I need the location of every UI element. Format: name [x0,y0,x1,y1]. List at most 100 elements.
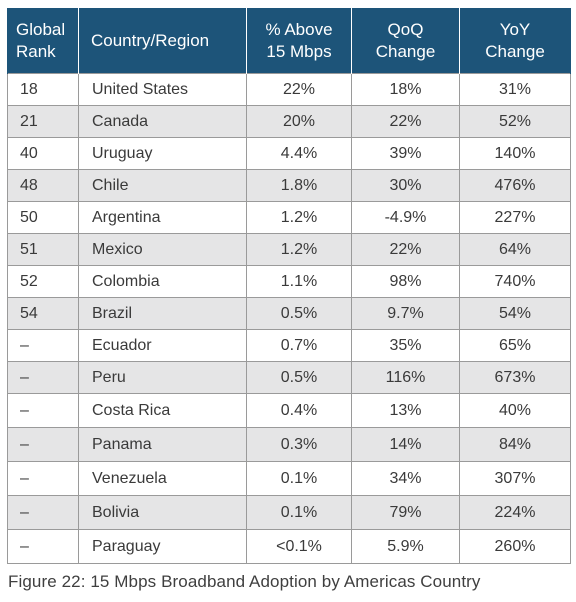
cell-percent-above: 0.7% [246,329,352,362]
cell-country: Canada [78,105,247,138]
cell-rank: 18 [7,73,79,106]
cell-country: Paraguay [78,529,247,564]
cell-yoy: 54% [459,297,571,330]
header-qoq-line2: Change [375,41,436,61]
cell-yoy: 227% [459,201,571,234]
cell-rank: 52 [7,265,79,298]
cell-rank: 48 [7,169,79,202]
broadband-adoption-table: Global Rank Country/Region % Above 15 Mb… [7,8,571,564]
header-global-rank: Global Rank [7,8,79,74]
table-row: 48 Chile 1.8% 30% 476% [7,169,571,202]
cell-country: Peru [78,361,247,394]
cell-country: United States [78,73,247,106]
cell-yoy: 65% [459,329,571,362]
cell-percent-above: 0.1% [246,461,352,496]
cell-percent-above: 1.1% [246,265,352,298]
cell-country: Ecuador [78,329,247,362]
cell-yoy: 224% [459,495,571,530]
cell-yoy: 140% [459,137,571,170]
cell-country: Bolivia [78,495,247,530]
header-rank-line1: Global [16,19,66,39]
cell-yoy: 260% [459,529,571,564]
table-row: 50 Argentina 1.2% -4.9% 227% [7,201,571,234]
cell-percent-above: 4.4% [246,137,352,170]
cell-country: Mexico [78,233,247,266]
cell-country: Costa Rica [78,393,247,428]
cell-qoq: 14% [351,427,460,462]
cell-rank: – [7,329,79,362]
table-row: 40 Uruguay 4.4% 39% 140% [7,137,571,170]
header-yoy-line2: Change [485,41,545,61]
table-row: – Paraguay <0.1% 5.9% 260% [7,529,571,564]
header-country-region: Country/Region [78,8,247,74]
cell-percent-above: 0.5% [246,361,352,394]
table-row: 52 Colombia 1.1% 98% 740% [7,265,571,298]
header-percent-above: % Above 15 Mbps [246,8,352,74]
header-country-label: Country/Region [91,30,210,50]
header-row: Global Rank Country/Region % Above 15 Mb… [7,8,571,74]
header-above-line2: 15 Mbps [266,41,332,61]
cell-rank: – [7,461,79,496]
table-row: – Costa Rica 0.4% 13% 40% [7,393,571,428]
table-row: – Peru 0.5% 116% 673% [7,361,571,394]
cell-qoq: 18% [351,73,460,106]
cell-yoy: 84% [459,427,571,462]
cell-rank: – [7,361,79,394]
cell-country: Chile [78,169,247,202]
cell-percent-above: 1.8% [246,169,352,202]
cell-qoq: 13% [351,393,460,428]
cell-country: Panama [78,427,247,462]
table-row: – Panama 0.3% 14% 84% [7,427,571,462]
cell-rank: 21 [7,105,79,138]
cell-yoy: 740% [459,265,571,298]
cell-percent-above: <0.1% [246,529,352,564]
table-header: Global Rank Country/Region % Above 15 Mb… [7,8,571,74]
cell-rank: 51 [7,233,79,266]
table-row: – Ecuador 0.7% 35% 65% [7,329,571,362]
cell-yoy: 307% [459,461,571,496]
cell-percent-above: 20% [246,105,352,138]
cell-yoy: 40% [459,393,571,428]
cell-rank: – [7,495,79,530]
cell-percent-above: 1.2% [246,233,352,266]
header-rank-line2: Rank [16,41,56,61]
cell-yoy: 31% [459,73,571,106]
cell-qoq: 116% [351,361,460,394]
cell-country: Argentina [78,201,247,234]
cell-qoq: 34% [351,461,460,496]
cell-qoq: 22% [351,105,460,138]
cell-yoy: 476% [459,169,571,202]
cell-percent-above: 22% [246,73,352,106]
table-row: – Bolivia 0.1% 79% 224% [7,495,571,530]
cell-country: Brazil [78,297,247,330]
cell-qoq: 22% [351,233,460,266]
table-row: – Venezuela 0.1% 34% 307% [7,461,571,496]
cell-qoq: 98% [351,265,460,298]
table-row: 54 Brazil 0.5% 9.7% 54% [7,297,571,330]
table-row: 51 Mexico 1.2% 22% 64% [7,233,571,266]
header-yoy-line1: YoY [499,19,531,39]
header-qoq-change: QoQ Change [351,8,460,74]
cell-country: Colombia [78,265,247,298]
cell-percent-above: 1.2% [246,201,352,234]
cell-qoq: 79% [351,495,460,530]
cell-percent-above: 0.5% [246,297,352,330]
cell-rank: – [7,393,79,428]
cell-yoy: 52% [459,105,571,138]
header-above-line1: % Above [265,19,333,39]
cell-country: Uruguay [78,137,247,170]
cell-rank: 54 [7,297,79,330]
header-qoq-line1: QoQ [387,19,424,39]
cell-yoy: 64% [459,233,571,266]
table-row: 18 United States 22% 18% 31% [7,73,571,106]
table-row: 21 Canada 20% 22% 52% [7,105,571,138]
header-yoy-change: YoY Change [459,8,571,74]
cell-rank: 50 [7,201,79,234]
cell-rank: – [7,529,79,564]
cell-qoq: 39% [351,137,460,170]
cell-percent-above: 0.1% [246,495,352,530]
cell-rank: 40 [7,137,79,170]
cell-qoq: 5.9% [351,529,460,564]
table-body: 18 United States 22% 18% 31% 21 Canada 2… [7,73,571,564]
figure-caption: Figure 22: 15 Mbps Broadband Adoption by… [8,572,481,591]
